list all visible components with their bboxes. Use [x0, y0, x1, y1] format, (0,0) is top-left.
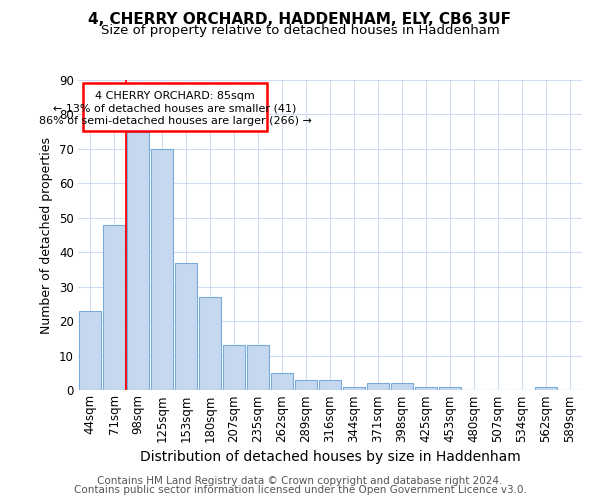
Text: Contains public sector information licensed under the Open Government Licence v3: Contains public sector information licen…	[74, 485, 526, 495]
Bar	[79, 311, 101, 390]
Text: 86% of semi-detached houses are larger (266) →: 86% of semi-detached houses are larger (…	[38, 116, 311, 126]
Text: Size of property relative to detached houses in Haddenham: Size of property relative to detached ho…	[101, 24, 499, 37]
Bar	[319, 380, 341, 390]
Bar	[535, 386, 557, 390]
Bar	[175, 262, 197, 390]
Bar	[415, 386, 437, 390]
Y-axis label: Number of detached properties: Number of detached properties	[40, 136, 53, 334]
Bar	[391, 383, 413, 390]
Text: Contains HM Land Registry data © Crown copyright and database right 2024.: Contains HM Land Registry data © Crown c…	[97, 476, 503, 486]
Bar	[247, 345, 269, 390]
Text: ← 13% of detached houses are smaller (41): ← 13% of detached houses are smaller (41…	[53, 104, 297, 114]
Text: 4, CHERRY ORCHARD, HADDENHAM, ELY, CB6 3UF: 4, CHERRY ORCHARD, HADDENHAM, ELY, CB6 3…	[89, 12, 511, 28]
Bar	[199, 297, 221, 390]
Bar	[367, 383, 389, 390]
Text: 4 CHERRY ORCHARD: 85sqm: 4 CHERRY ORCHARD: 85sqm	[95, 91, 255, 101]
Bar	[151, 149, 173, 390]
Bar	[127, 132, 149, 390]
Bar	[295, 380, 317, 390]
Bar	[271, 373, 293, 390]
Bar	[223, 345, 245, 390]
X-axis label: Distribution of detached houses by size in Haddenham: Distribution of detached houses by size …	[140, 450, 520, 464]
Bar	[343, 386, 365, 390]
Bar	[83, 83, 267, 131]
Bar	[103, 224, 125, 390]
Bar	[439, 386, 461, 390]
